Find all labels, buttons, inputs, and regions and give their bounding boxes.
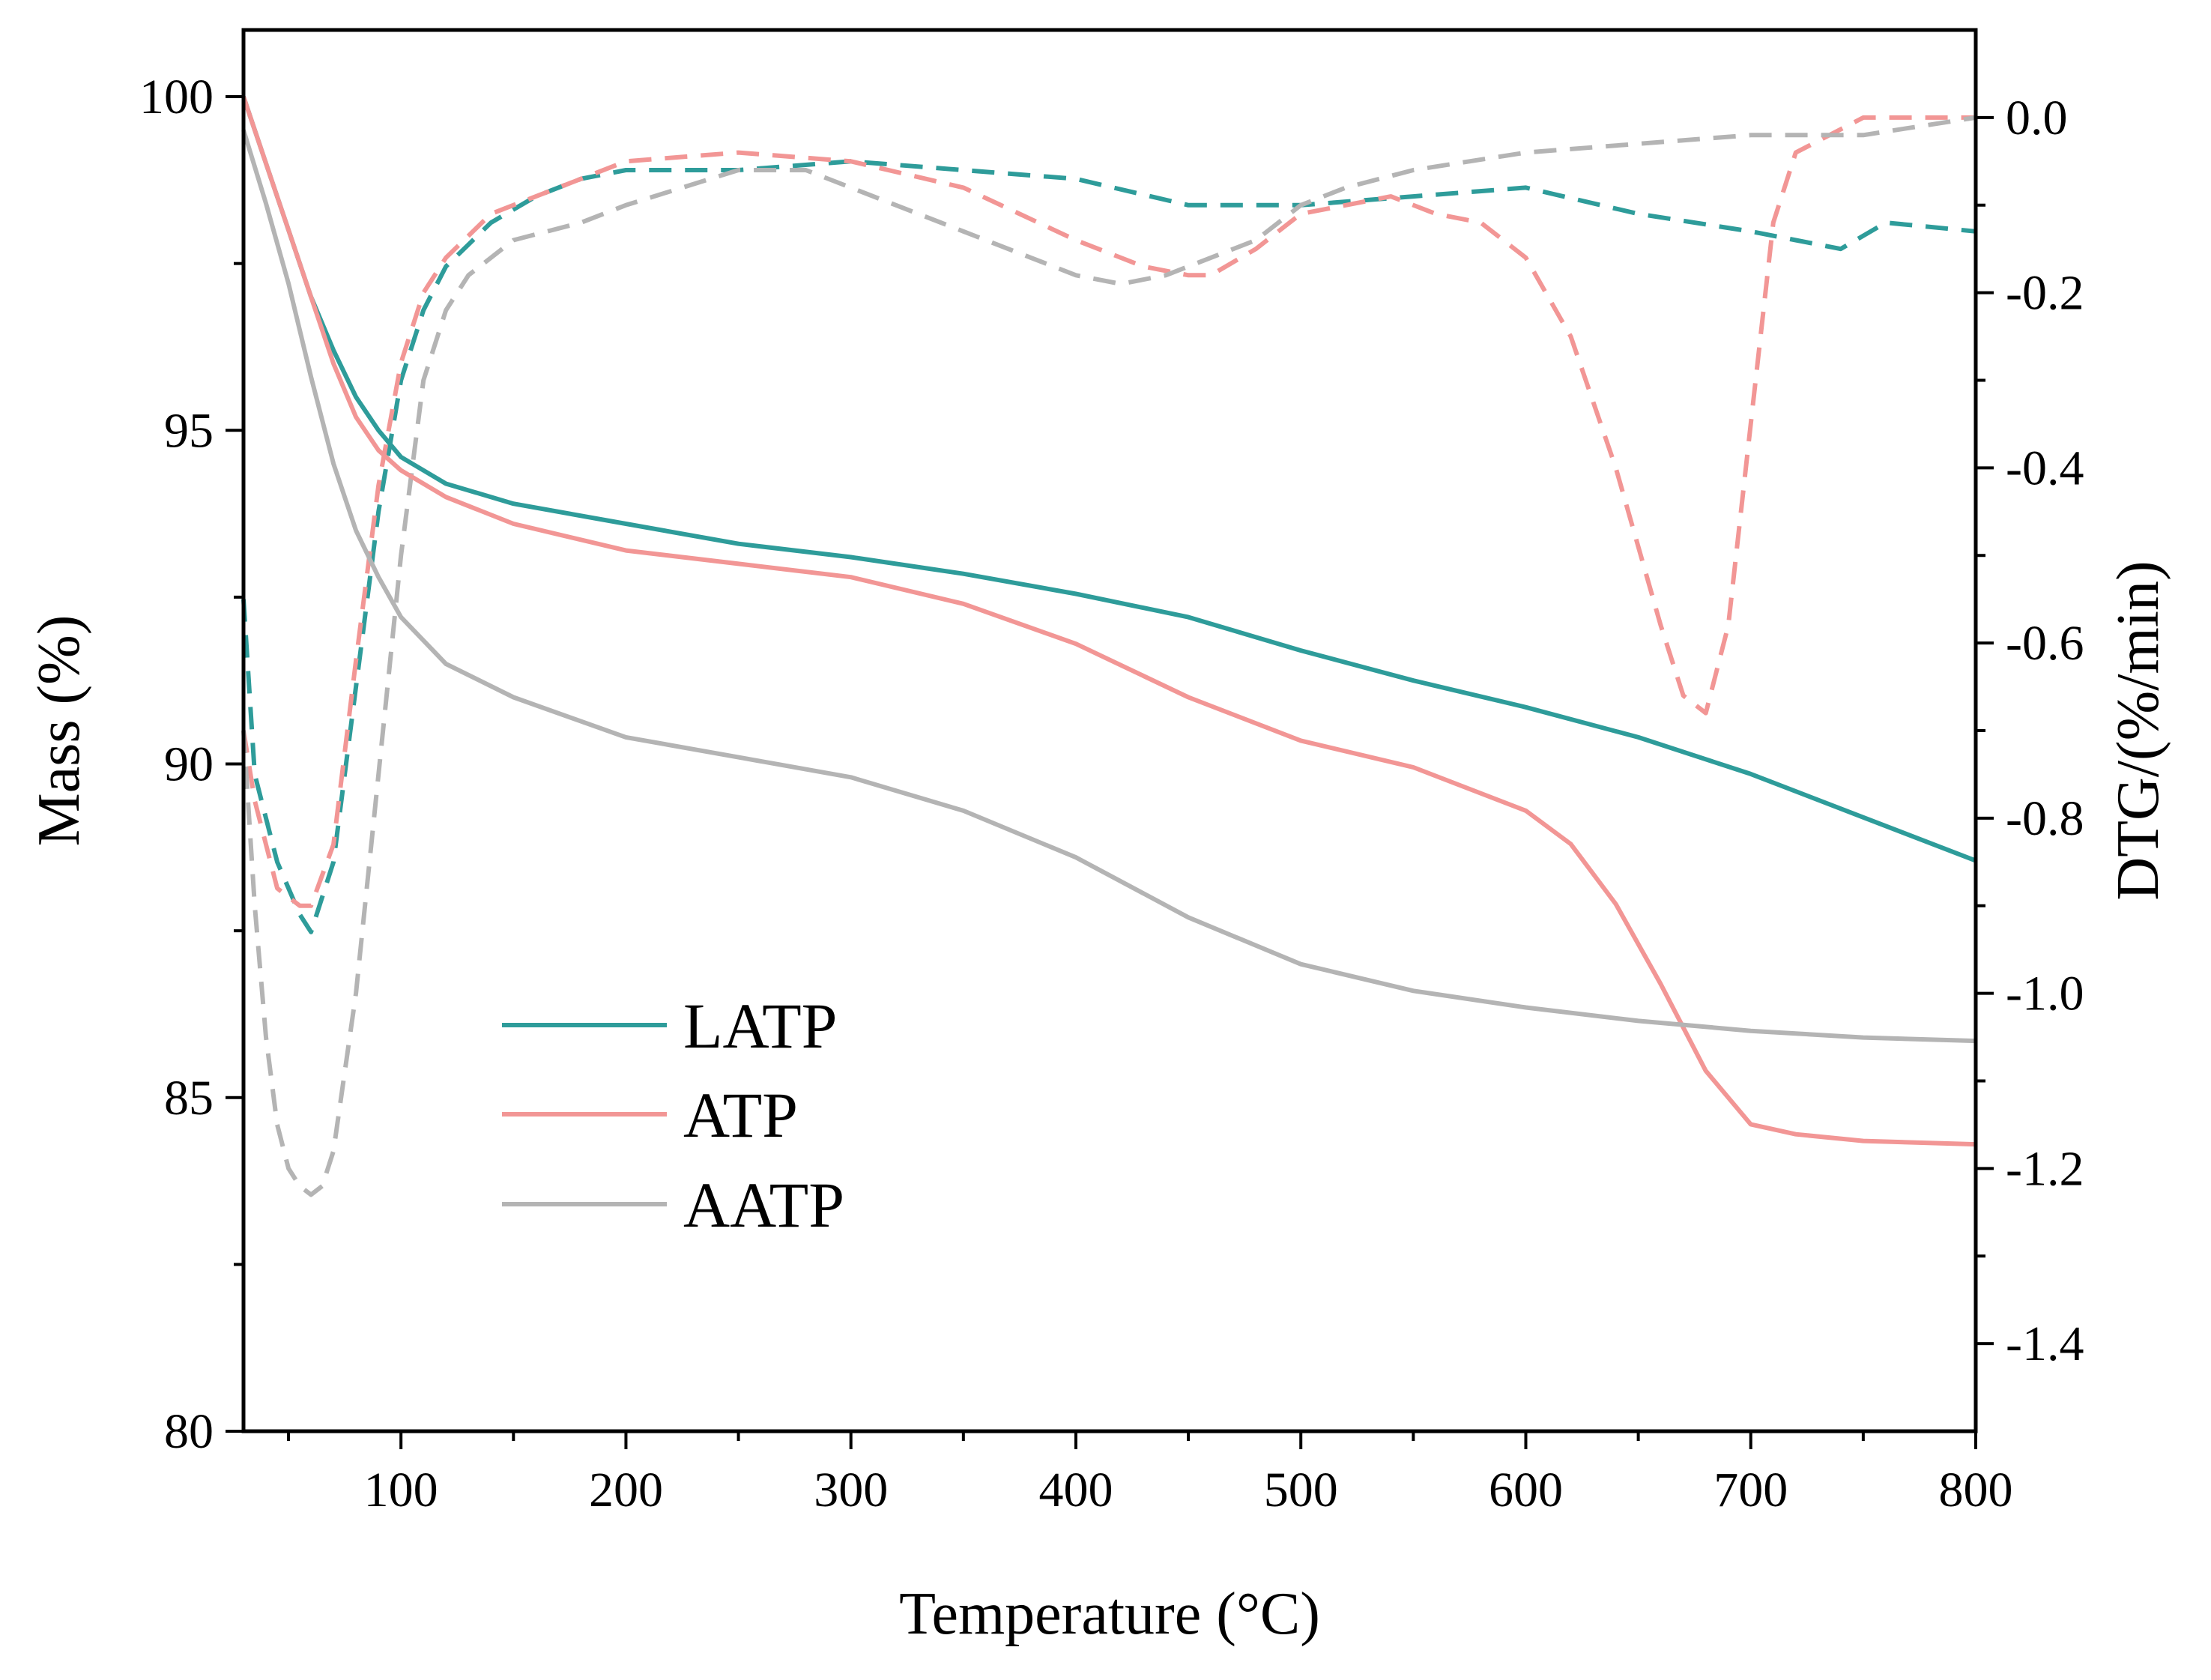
x-tick-label: 600 <box>1489 1463 1563 1517</box>
x-tick-label: 100 <box>364 1463 438 1517</box>
y-tick-label: 90 <box>164 737 214 792</box>
y2-tick-label: 0.0 <box>2006 91 2068 145</box>
x-axis-title: Temperature (°C) <box>899 1581 1320 1647</box>
legend-label-atp: ATP <box>683 1079 798 1151</box>
x-tick-label: 700 <box>1714 1463 1788 1517</box>
y2-tick-label: -0.6 <box>2006 616 2084 671</box>
x-tick-label: 500 <box>1264 1463 1338 1517</box>
x-tick-label: 400 <box>1038 1463 1113 1517</box>
plot-frame <box>241 28 1978 1433</box>
y-tick-label: 85 <box>164 1071 214 1125</box>
y2-tick-label: -1.4 <box>2006 1317 2084 1371</box>
y-tick-label: 100 <box>139 70 214 124</box>
y2-tick-label: -0.4 <box>2006 441 2084 495</box>
y2-axis-title: DTG/(%/min) <box>2105 560 2171 900</box>
series-layer <box>241 96 1977 1197</box>
legend-label-latp: LATP <box>683 990 837 1062</box>
ticks-layer: 100 200 300 400 500 600 700 800 80 85 90 95 100 0.0 -0… <box>139 70 2084 1517</box>
x-tick-label: 800 <box>1939 1463 2013 1517</box>
x-tick-label: 300 <box>814 1463 888 1517</box>
y2-tick-label: -0.8 <box>2006 791 2084 846</box>
y-tick-label: 80 <box>164 1404 214 1459</box>
y-tick-label: 95 <box>164 403 214 458</box>
legend: LATP ATP AATP <box>502 990 844 1241</box>
x-tick-label: 200 <box>589 1463 663 1517</box>
series-latp-dtg <box>241 159 1976 934</box>
series-aatp <box>241 129 1976 1044</box>
y2-tick-label: -1.0 <box>2006 967 2084 1021</box>
y2-tick-label: -1.2 <box>2006 1141 2084 1196</box>
y2-tick-label: -0.2 <box>2006 266 2084 321</box>
series-atp-dtg <box>241 115 1976 908</box>
series-aatp-dtg <box>241 115 1976 1197</box>
legend-label-aatp: AATP <box>683 1169 844 1241</box>
series-latp <box>241 96 1977 863</box>
y-axis-title: Mass (%) <box>26 615 92 847</box>
series-atp <box>241 96 1976 1147</box>
